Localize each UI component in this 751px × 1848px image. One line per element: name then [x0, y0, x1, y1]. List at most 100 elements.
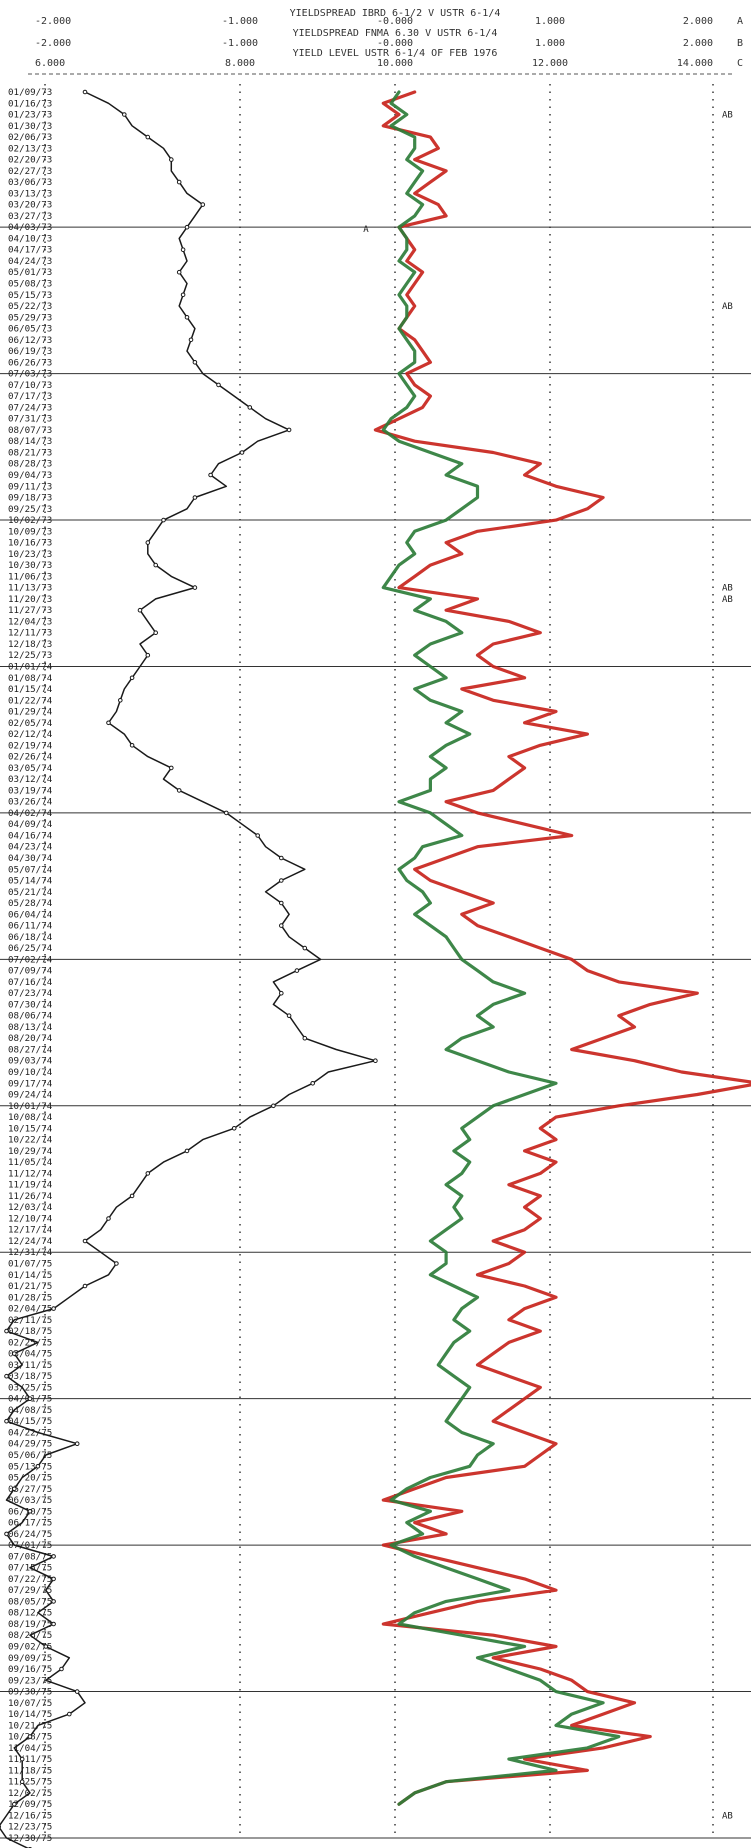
date-label: 01/29/74 [8, 707, 53, 718]
axis-a-tick: 1.000 [535, 16, 565, 27]
series-point [176, 269, 182, 275]
date-labels: 01/09/7301/16/7301/23/7301/30/7302/06/73… [8, 87, 53, 1844]
date-label: 10/02/73 [8, 515, 52, 526]
series-point [145, 134, 151, 140]
date-label: 07/16/74 [8, 977, 53, 988]
date-label: 04/17/73 [8, 245, 52, 256]
series-point [118, 698, 123, 703]
series-point [74, 1689, 80, 1694]
date-label: 05/08/73 [8, 278, 52, 289]
date-label: 10/07/75 [8, 1698, 52, 1709]
date-label: 09/04/73 [8, 470, 52, 481]
series-point [145, 652, 151, 658]
date-label: 03/12/74 [8, 774, 53, 785]
date-label: 12/03/74 [8, 1202, 53, 1213]
date-label: 01/30/73 [8, 121, 52, 132]
date-label: 01/07/75 [8, 1259, 52, 1270]
series-point [153, 630, 158, 636]
date-label: 05/22/73 [8, 301, 52, 312]
axis-b-tick: -2.000 [35, 38, 71, 49]
series-point [12, 1801, 17, 1807]
date-label: 03/25/75 [8, 1382, 52, 1393]
date-label: 03/11/75 [8, 1360, 52, 1371]
date-label: 08/27/74 [8, 1044, 53, 1055]
date-label: 12/30/75 [8, 1833, 52, 1844]
series-point [4, 1418, 9, 1424]
series-point [176, 788, 182, 793]
series-point [145, 540, 151, 545]
axis-a-tick: -2.000 [35, 16, 71, 27]
date-label: 07/08/75 [8, 1551, 52, 1562]
date-label: 10/15/74 [8, 1123, 53, 1134]
date-label: 01/16/73 [8, 98, 52, 109]
date-label: 05/27/75 [8, 1484, 52, 1495]
date-label: 11/12/74 [8, 1168, 53, 1179]
axis-c-tick: 14.000 [677, 58, 713, 69]
series-point [184, 224, 190, 230]
date-label: 09/18/73 [8, 493, 52, 504]
series-point [51, 1306, 56, 1311]
date-label: 12/17/74 [8, 1225, 53, 1236]
date-label: 12/24/74 [8, 1236, 53, 1247]
date-label: 07/30/74 [8, 999, 53, 1010]
date-label: 07/22/75 [8, 1574, 52, 1585]
date-label: 08/12/75 [8, 1608, 52, 1619]
series-point [82, 1238, 88, 1244]
series-point [74, 1441, 80, 1446]
date-label: 12/10/74 [8, 1213, 53, 1224]
date-label: 07/03/73 [8, 369, 52, 380]
series-point [255, 833, 261, 838]
series-point [180, 292, 186, 298]
date-label: 11/25/75 [8, 1777, 52, 1788]
date-label: 07/09/74 [8, 966, 53, 977]
axis-b-tick: 2.000 [683, 38, 713, 49]
date-label: 04/24/73 [8, 256, 52, 267]
date-label: 04/02/74 [8, 808, 53, 819]
series-point [12, 1486, 17, 1492]
date-label: 12/04/73 [8, 616, 52, 627]
date-label: 11/19/74 [8, 1180, 53, 1191]
date-label: 06/05/73 [8, 324, 52, 335]
date-label: 02/04/75 [8, 1304, 52, 1315]
series-line-axis-a [373, 90, 751, 1806]
date-label: 01/21/75 [8, 1281, 52, 1292]
series-point [279, 990, 284, 996]
date-label: 08/14/73 [8, 436, 52, 447]
series-point [0, 1824, 1, 1829]
date-label: 11/20/73 [8, 594, 52, 605]
series-point [216, 382, 221, 388]
date-label: 05/20/75 [8, 1473, 52, 1484]
date-label: 06/18/74 [8, 932, 53, 943]
date-label: 01/15/74 [8, 684, 53, 695]
date-label: 02/19/74 [8, 740, 53, 751]
series-point [82, 1283, 88, 1289]
date-label: 05/28/74 [8, 898, 53, 909]
series-point [169, 765, 174, 771]
series-point [51, 1554, 56, 1559]
axis-b-label: B [737, 38, 743, 49]
date-label: 04/15/75 [8, 1416, 52, 1427]
date-label: 09/10/74 [8, 1067, 53, 1078]
series-point [106, 1216, 111, 1221]
series-point [169, 157, 174, 162]
series-point [192, 495, 198, 500]
date-label: 06/04/74 [8, 909, 53, 920]
series-point [373, 1058, 378, 1063]
axis-b-tick: -0.000 [377, 38, 413, 49]
date-label: 02/11/75 [8, 1315, 52, 1326]
date-label: 01/28/75 [8, 1292, 52, 1303]
series-point [302, 1035, 308, 1041]
series-point [192, 360, 198, 365]
series-point [4, 1328, 9, 1334]
date-label: 06/11/74 [8, 921, 53, 932]
date-label: 02/12/74 [8, 729, 53, 740]
axis-c-tick: 12.000 [532, 58, 568, 69]
date-label: 12/23/75 [8, 1822, 52, 1833]
chart-grid [0, 84, 751, 1839]
date-label: 10/08/74 [8, 1112, 53, 1123]
date-label: 02/26/74 [8, 752, 53, 763]
date-label: 03/20/73 [8, 200, 52, 211]
series-point [145, 1171, 151, 1176]
